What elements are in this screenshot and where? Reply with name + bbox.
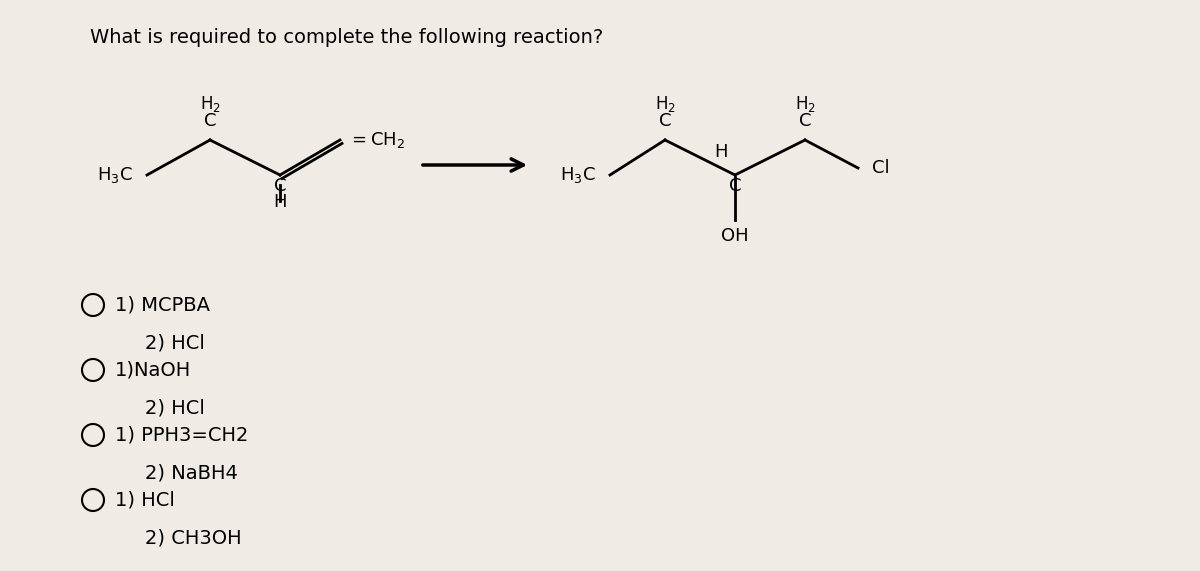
Text: $\mathregular{=}$CH$_2$: $\mathregular{=}$CH$_2$: [348, 130, 406, 150]
Text: 2) HCl: 2) HCl: [145, 399, 205, 417]
Text: H: H: [274, 193, 287, 211]
Text: 1) MCPBA: 1) MCPBA: [115, 296, 210, 315]
Text: 2) NaBH4: 2) NaBH4: [145, 464, 238, 482]
Text: H$_2$: H$_2$: [794, 94, 816, 114]
Text: C: C: [274, 177, 287, 195]
Text: 1) PPH3=CH2: 1) PPH3=CH2: [115, 425, 248, 444]
Text: C: C: [204, 112, 216, 130]
Text: C: C: [799, 112, 811, 130]
Text: 2) HCl: 2) HCl: [145, 333, 205, 352]
Text: What is required to complete the following reaction?: What is required to complete the followi…: [90, 28, 604, 47]
Text: 1)NaOH: 1)NaOH: [115, 360, 191, 380]
Text: Cl: Cl: [872, 159, 889, 177]
Text: 1) HCl: 1) HCl: [115, 490, 175, 509]
Text: 2) CH3OH: 2) CH3OH: [145, 529, 241, 548]
Text: H$_3$C: H$_3$C: [560, 165, 596, 185]
Text: H$_3$C: H$_3$C: [97, 165, 133, 185]
Text: C: C: [659, 112, 671, 130]
Text: C: C: [728, 177, 742, 195]
Text: OH: OH: [721, 227, 749, 245]
Text: H$_2$: H$_2$: [654, 94, 676, 114]
Text: H: H: [714, 143, 727, 161]
Text: H$_2$: H$_2$: [199, 94, 221, 114]
